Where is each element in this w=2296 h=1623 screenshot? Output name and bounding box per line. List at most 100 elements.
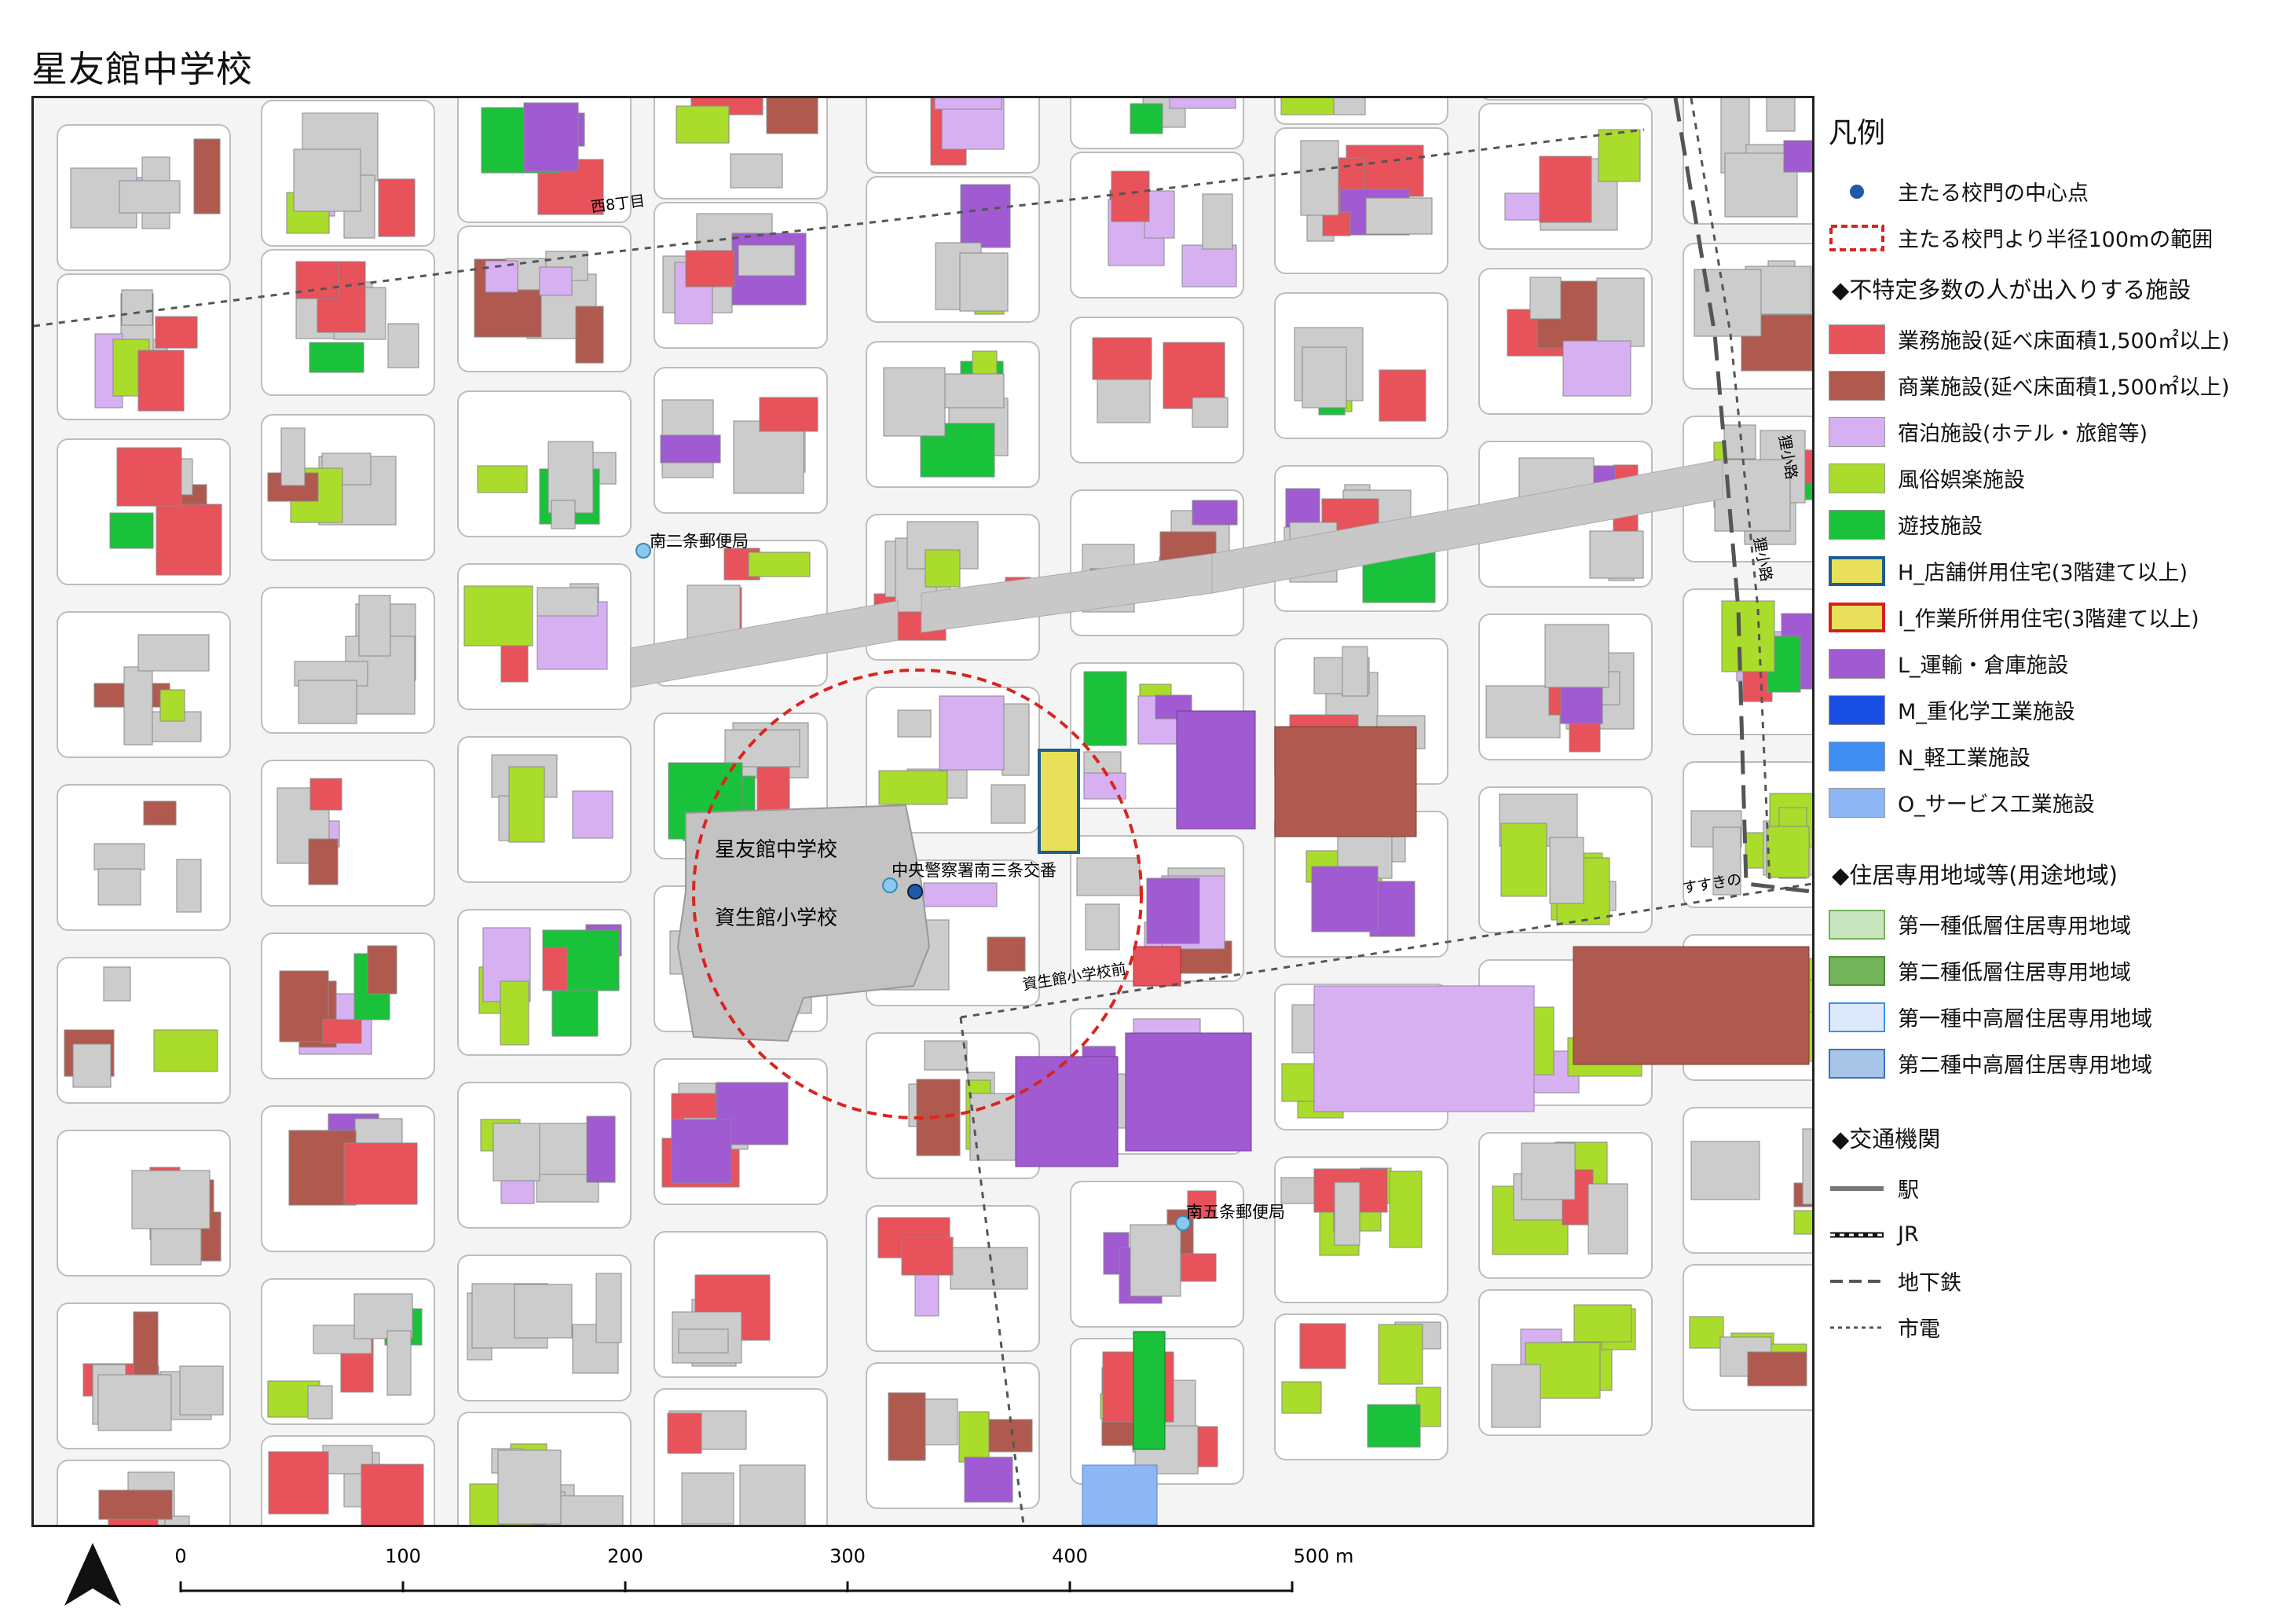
building-footprint xyxy=(1539,156,1592,223)
subway-line-east xyxy=(1673,98,1812,894)
building-footprint xyxy=(97,1374,172,1431)
label-school-junior: 星友館中学校 xyxy=(715,838,837,862)
building-footprint xyxy=(1300,140,1339,216)
map-canvas: 星友館中学校 資生館小学校 南二条郵便局 中央警察署南三条交番 南五条郵便局 西… xyxy=(34,98,1812,1525)
building-footprint xyxy=(70,167,137,229)
legend-section-facilities: ◆不特定多数の人が出入りする施設 xyxy=(1832,277,2192,303)
building-footprint xyxy=(1378,1324,1423,1385)
building-footprint xyxy=(991,784,1026,824)
map-title: 星友館中学校 xyxy=(31,48,253,90)
legend-item-facility-5: H_店舗併用住宅(3階建て以上) xyxy=(1829,548,2284,594)
building-footprint xyxy=(143,801,177,826)
building-footprint xyxy=(883,367,946,437)
legend: 凡例 主たる校門の中心点 主たる校門より半径100mの範囲 ◆不特定多数の人が出入… xyxy=(1829,110,2284,1350)
building-footprint xyxy=(164,1515,190,1525)
building-footprint xyxy=(387,323,419,368)
building-footprint xyxy=(1529,277,1562,320)
building-footprint xyxy=(914,1269,939,1317)
legend-item-facility-4: 遊技施設 xyxy=(1829,501,2284,548)
building-footprint xyxy=(361,1464,424,1525)
legend-item-facility-9-label: N_軽工業施設 xyxy=(1898,746,2031,771)
building-footprint xyxy=(298,680,357,724)
building-footprint xyxy=(667,1412,702,1454)
legend-item-top-0: 主たる校門の中心点 xyxy=(1829,168,2284,214)
building-footprint xyxy=(463,585,533,647)
building-footprint xyxy=(307,1385,333,1420)
building-footprint xyxy=(572,790,613,839)
arcade-tanukikoji-west xyxy=(630,600,899,688)
building-footprint xyxy=(988,1419,1033,1453)
building-footprint xyxy=(1549,837,1584,904)
building-footprint xyxy=(1714,459,1791,532)
building-footprint xyxy=(738,244,796,277)
building-footprint xyxy=(156,504,222,576)
legend-item-facility-3-label: 風俗娯楽施設 xyxy=(1898,468,2025,493)
legend-item-transit-0-label: 駅 xyxy=(1898,1178,1919,1203)
tram-line-north xyxy=(34,128,1645,328)
building-footprint xyxy=(295,261,339,299)
building-footprint xyxy=(1485,685,1561,738)
legend-item-zoning-1-symbol xyxy=(1829,955,1885,986)
building-shop-house xyxy=(1038,749,1080,854)
school-gate-point xyxy=(907,884,923,899)
building-footprint xyxy=(924,1040,968,1071)
legend-item-facility-5-symbol xyxy=(1829,555,1885,586)
building-footprint xyxy=(539,266,573,296)
building-footprint xyxy=(1690,1141,1760,1200)
building-footprint xyxy=(1365,197,1433,235)
building-footprint xyxy=(268,1451,329,1515)
building-footprint xyxy=(155,316,198,349)
legend-item-facility-7-label: L_運輸・倉庫施設 xyxy=(1898,654,2069,678)
building-footprint xyxy=(72,1043,112,1088)
legend-item-facility-10: O_サービス工業施設 xyxy=(1829,779,2284,826)
legend-heading: 凡例 xyxy=(1829,117,1886,149)
legend-item-facility-2-label: 宿泊施設(ホテル・旅館等) xyxy=(1898,422,2148,446)
building-transport-south xyxy=(1015,1056,1119,1167)
building-footprint xyxy=(121,289,153,326)
legend-item-zoning-1: 第二種低層住居専用地域 xyxy=(1829,947,2284,994)
building-footprint xyxy=(759,397,818,432)
building-footprint xyxy=(916,1079,961,1156)
building-footprint xyxy=(1723,424,1756,460)
school-building xyxy=(676,804,931,1042)
building-footprint xyxy=(1130,103,1163,134)
legend-item-transit-1: JR xyxy=(1829,1211,2284,1258)
building-footprint xyxy=(1712,826,1741,896)
building-footprint xyxy=(179,1365,224,1416)
legend-item-transit-2-label: 地下鉄 xyxy=(1898,1271,1961,1295)
building-footprint xyxy=(137,634,210,672)
building-footprint xyxy=(1379,369,1426,422)
legend-item-facility-4-symbol xyxy=(1829,509,1885,540)
building-footprint xyxy=(514,1284,573,1339)
building-footprint xyxy=(279,970,329,1042)
post-office-2jo-point xyxy=(635,543,651,559)
building-footprint xyxy=(497,1449,562,1525)
building-footprint xyxy=(724,729,800,768)
map-area[interactable]: 星友館中学校 資生館小学校 南二条郵便局 中央警察署南三条交番 南五条郵便局 西… xyxy=(31,96,1814,1527)
building-footprint xyxy=(958,1411,990,1463)
label-post-5jo: 南五条郵便局 xyxy=(1186,1203,1285,1222)
building-footprint xyxy=(1192,397,1229,428)
legend-item-facility-4-label: 遊技施設 xyxy=(1898,515,1983,539)
legend-facilities: 業務施設(延べ床面積1,500㎡以上) 商業施設(延べ床面積1,500㎡以上) 宿泊… xyxy=(1829,316,2284,826)
building-footprint xyxy=(888,1392,926,1461)
legend-item-facility-8: M_重化学工業施設 xyxy=(1829,687,2284,733)
building-footprint xyxy=(1187,1190,1217,1219)
building-footprint xyxy=(987,936,1026,972)
legend-item-facility-5-label: H_店舗併用住宅(3階建て以上) xyxy=(1898,561,2188,585)
legend-item-facility-1-label: 商業施設(延べ床面積1,500㎡以上) xyxy=(1898,376,2230,400)
building-footprint xyxy=(1092,337,1152,380)
scale-tick-label: 400 xyxy=(1052,1545,1088,1567)
legend-transit: 駅 JR 地下鉄 市電 xyxy=(1829,1165,2284,1350)
building-footprint xyxy=(1389,1171,1423,1248)
building-footprint xyxy=(97,868,141,906)
building-footprint xyxy=(1334,1182,1360,1246)
building-footprint xyxy=(308,838,339,885)
building-footprint xyxy=(477,465,528,493)
legend-item-zoning-2-label: 第一種中高層住居専用地域 xyxy=(1898,1007,2152,1031)
building-footprint xyxy=(671,1119,732,1184)
legend-item-zoning-0-symbol xyxy=(1829,909,1885,940)
legend-item-facility-10-symbol xyxy=(1829,787,1885,818)
building-footprint xyxy=(367,945,397,995)
label-police-box: 中央警察署南三条交番 xyxy=(892,861,1056,880)
